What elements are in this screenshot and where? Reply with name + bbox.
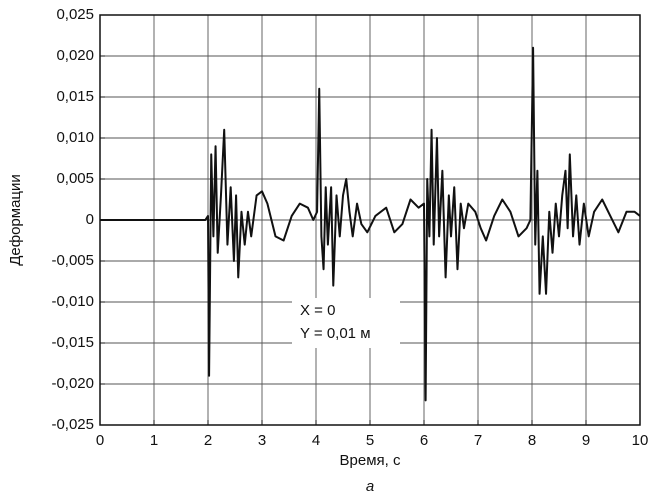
y-tick-label: -0,005 (51, 252, 94, 269)
y-tick-label: 0,025 (56, 6, 94, 23)
annotation: X = 0 (300, 302, 335, 319)
y-tick-label: -0,025 (51, 416, 94, 433)
plot (100, 46, 641, 402)
y-tick-label: 0,010 (56, 129, 94, 146)
x-tick-label: 5 (366, 432, 374, 449)
x-tick-label: 2 (204, 432, 212, 449)
y-tick-label: -0,010 (51, 293, 94, 310)
y-axis-label: Деформации (7, 174, 24, 266)
y-tick-label: 0,020 (56, 47, 94, 64)
x-tick-label: 10 (632, 432, 649, 449)
y-tick-label: -0,015 (51, 334, 94, 351)
annotation: Y = 0,01 м (300, 325, 371, 342)
x-tick-label: 4 (312, 432, 320, 449)
annotation-box (292, 298, 400, 348)
caption: а (366, 478, 374, 495)
y-tick-label: 0,015 (56, 88, 94, 105)
x-tick-label: 9 (582, 432, 590, 449)
x-tick-label: 6 (420, 432, 428, 449)
data-line (100, 46, 641, 402)
x-tick-label: 1 (150, 432, 158, 449)
x-tick-label: 0 (96, 432, 104, 449)
y-tick-label: -0,020 (51, 375, 94, 392)
y-tick-label: 0,005 (56, 170, 94, 187)
x-tick-label: 3 (258, 432, 266, 449)
x-tick-label: 7 (474, 432, 482, 449)
x-tick-label: 8 (528, 432, 536, 449)
y-tick-label: 0 (86, 211, 94, 228)
x-axis-label: Время, с (340, 452, 401, 469)
